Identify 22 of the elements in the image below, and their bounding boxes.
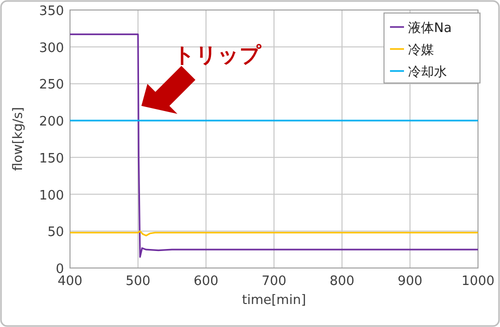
y-tick-label: 300 (39, 40, 64, 56)
x-tick-label: 700 (262, 274, 286, 289)
legend-label: 冷媒 (408, 43, 434, 58)
x-tick-label: 400 (58, 274, 82, 289)
y-axis-title: flow[kg/s] (11, 107, 26, 171)
x-tick-label: 500 (126, 274, 150, 289)
y-tick-label: 0 (56, 262, 64, 277)
x-tick-label: 600 (194, 274, 218, 289)
legend-label: 冷却水 (408, 65, 447, 80)
y-tick-label: 350 (39, 4, 64, 19)
annotation: トリップ (173, 42, 262, 67)
y-tick-label: 150 (39, 151, 64, 166)
x-tick-label: 1000 (461, 274, 495, 289)
line-series (69, 34, 479, 258)
x-tick-label: 800 (330, 274, 354, 289)
y-tick-label: 50 (47, 225, 64, 240)
y-tick-label: 100 (39, 188, 64, 204)
x-tick-label: 900 (398, 274, 422, 289)
x-axis-title: time[min] (242, 293, 306, 308)
legend-label: 液体Na (408, 21, 452, 36)
y-tick-label: 250 (39, 78, 64, 93)
y-tick-label: 200 (39, 114, 64, 130)
